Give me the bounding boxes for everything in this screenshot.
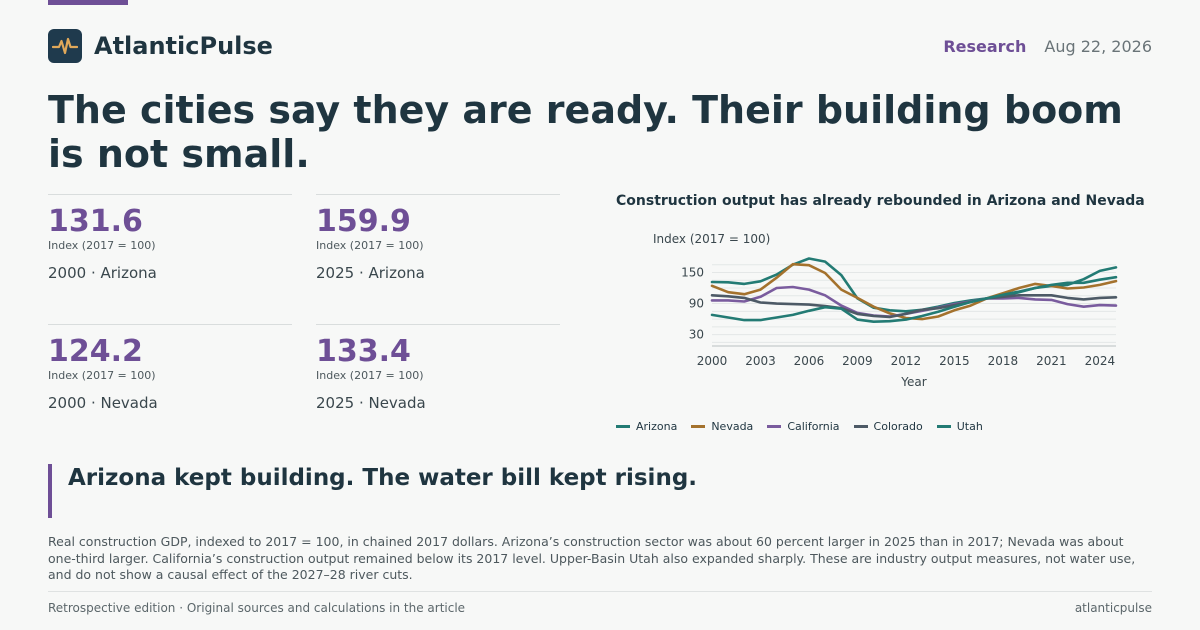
x-tick-label: 2012 [891, 354, 922, 368]
article-meta: Research Aug 22, 2026 [943, 37, 1152, 56]
legend-item-utah: Utah [936, 420, 983, 433]
x-tick-label: 2000 [697, 354, 728, 368]
legend-item-california: California [767, 420, 840, 433]
pulse-icon [48, 29, 82, 63]
stat-card: 159.9 Index (2017 = 100) 2025 · Arizona [316, 194, 560, 282]
legend-label: Nevada [711, 420, 754, 433]
chart-note: Real construction GDP, indexed to 2017 =… [48, 534, 1136, 582]
legend-swatch [936, 425, 951, 428]
y-tick-label: 150 [681, 265, 704, 279]
stat-label: 2000 · Arizona [48, 264, 157, 282]
series-line-colorado [710, 294, 1118, 319]
x-tick-label: 2021 [1036, 354, 1067, 368]
series-line-utah [710, 275, 1118, 323]
y-tick-label: 90 [689, 297, 704, 311]
legend-label: California [787, 420, 840, 433]
legend-swatch [616, 425, 630, 428]
section-link[interactable]: Research [943, 37, 1027, 56]
stat-unit: Index (2017 = 100) [48, 239, 156, 252]
stat-label: 2025 · Arizona [316, 264, 425, 282]
legend-label: Arizona [636, 420, 678, 433]
x-tick-label: 2006 [794, 354, 825, 368]
stat-unit: Index (2017 = 100) [48, 369, 156, 382]
headline: The cities say they are ready. Their bui… [48, 88, 1123, 176]
legend-swatch [767, 425, 782, 428]
legend-item-colorado: Colorado [853, 420, 923, 433]
stat-card: 124.2 Index (2017 = 100) 2000 · Nevada [48, 324, 292, 412]
stat-value: 124.2 [48, 334, 143, 369]
line-chart: Index (2017 = 100) 30 90 150 2000 2003 2006 200… [653, 232, 1118, 389]
stat-value: 131.6 [48, 204, 143, 239]
publish-date: Aug 22, 2026 [1044, 37, 1152, 56]
y-tick-label: 30 [689, 328, 704, 342]
x-tick-label: 2024 [1085, 354, 1116, 368]
brand-name: AtlanticPulse [94, 32, 273, 60]
stat-label: 2000 · Nevada [48, 394, 158, 412]
stat-value: 159.9 [316, 204, 411, 239]
footer-source: Retrospective edition · Original sources… [48, 601, 466, 615]
pull-quote: Arizona kept building. The water bill ke… [48, 464, 697, 518]
stat-unit: Index (2017 = 100) [316, 369, 424, 382]
legend-swatch [853, 425, 868, 428]
stat-value: 133.4 [316, 334, 411, 369]
legend-label: Colorado [873, 420, 923, 433]
footer: Retrospective edition · Original sources… [48, 591, 1152, 615]
y-axis-label: Index (2017 = 100) [653, 232, 770, 246]
pull-quote-text: Arizona kept building. The water bill ke… [68, 465, 698, 491]
legend-swatch [691, 425, 706, 428]
x-tick-label: 2009 [842, 354, 873, 368]
legend-label: Utah [956, 420, 983, 433]
chart-title: Construction output has already rebounde… [616, 193, 1145, 209]
legend-item-nevada: Nevada [691, 420, 753, 433]
top-accent-bar [48, 0, 128, 5]
x-axis-label: Year [900, 375, 926, 389]
stat-card: 131.6 Index (2017 = 100) 2000 · Arizona [48, 194, 292, 282]
legend-item-arizona: Arizona [616, 420, 677, 433]
brand[interactable]: AtlanticPulse [48, 29, 273, 63]
x-tick-label: 2015 [939, 354, 970, 368]
stat-label: 2025 · Nevada [316, 394, 426, 412]
x-tick-label: 2018 [988, 354, 1019, 368]
chart-legend: Arizona Nevada California Colorado Utah [616, 420, 983, 433]
x-tick-label: 2003 [745, 354, 776, 368]
footer-site[interactable]: atlanticpulse [1074, 601, 1152, 615]
stat-unit: Index (2017 = 100) [316, 239, 424, 252]
stat-card: 133.4 Index (2017 = 100) 2025 · Nevada [316, 324, 560, 412]
